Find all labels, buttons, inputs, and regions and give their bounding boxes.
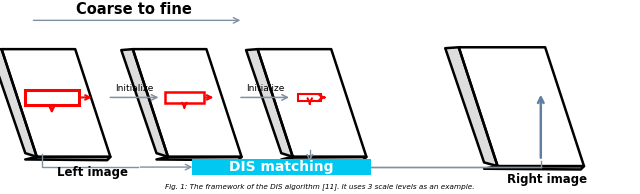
Bar (165, 92, 204, 103)
FancyBboxPatch shape (192, 159, 371, 175)
Text: Left image: Left image (58, 166, 128, 179)
Bar (298, 94, 321, 101)
Polygon shape (157, 157, 242, 160)
Polygon shape (133, 49, 242, 157)
Text: Right image: Right image (507, 173, 588, 186)
Text: Coarse to fine: Coarse to fine (76, 2, 193, 17)
Polygon shape (484, 166, 584, 170)
Polygon shape (258, 49, 366, 157)
Text: Initialize: Initialize (115, 84, 154, 93)
Text: Initialize: Initialize (246, 84, 284, 93)
Polygon shape (122, 49, 168, 157)
Polygon shape (445, 47, 498, 166)
Bar (25, 90, 79, 105)
Polygon shape (2, 49, 111, 157)
Text: DIS matching: DIS matching (229, 159, 334, 173)
Polygon shape (459, 47, 584, 166)
Text: Fig. 1: The framework of the DIS algorithm [11]. It uses 3 scale levels as an ex: Fig. 1: The framework of the DIS algorit… (165, 183, 475, 190)
Polygon shape (246, 49, 293, 157)
Polygon shape (26, 157, 111, 160)
Polygon shape (0, 49, 37, 157)
Polygon shape (282, 157, 366, 160)
